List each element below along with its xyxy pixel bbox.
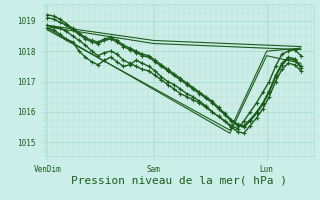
X-axis label: Pression niveau de la mer( hPa ): Pression niveau de la mer( hPa ): [71, 175, 287, 185]
